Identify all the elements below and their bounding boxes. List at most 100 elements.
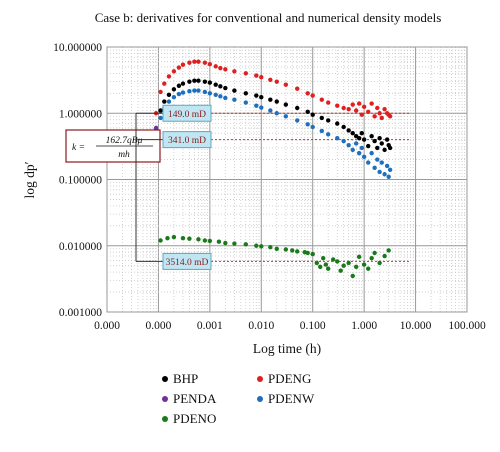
point-pdenw xyxy=(335,136,340,141)
point-pdenw xyxy=(218,94,223,99)
point-bhp xyxy=(346,128,351,133)
point-bhp xyxy=(171,87,177,92)
point-pdeno xyxy=(318,264,323,270)
reference-lines xyxy=(211,112,410,262)
point-pdenw xyxy=(192,88,197,93)
point-pdeno xyxy=(356,254,362,260)
point-bhp xyxy=(372,138,377,144)
point-pdeno xyxy=(323,262,329,267)
point-pdeng xyxy=(207,62,213,67)
point-pdeno xyxy=(314,260,319,266)
point-bhp xyxy=(295,105,300,111)
point-bhp xyxy=(359,130,364,136)
point-bhp xyxy=(319,115,324,121)
legend-label-pdeno: PDENO xyxy=(173,411,216,426)
point-pdeng xyxy=(375,105,380,111)
x-tick-label: 0.100 xyxy=(300,320,326,332)
point-bhp xyxy=(382,147,387,153)
point-pdenw xyxy=(283,114,289,119)
point-pdeno xyxy=(310,251,315,257)
point-bhp xyxy=(310,112,315,117)
point-pdeno xyxy=(290,248,295,253)
point-bhp xyxy=(356,136,362,141)
point-pdeng xyxy=(223,67,228,72)
point-bhp xyxy=(202,79,208,84)
point-pdeno xyxy=(202,238,208,243)
point-pdenw xyxy=(375,157,380,162)
point-pdeng xyxy=(382,107,387,112)
annotation-box xyxy=(162,104,212,122)
point-pdenw xyxy=(166,99,172,104)
point-pdeng xyxy=(180,62,186,67)
point-pdenw xyxy=(187,89,192,94)
point-pdeno xyxy=(207,238,213,244)
point-pdeng xyxy=(361,104,367,110)
point-pdeno xyxy=(165,236,170,241)
point-pdenw xyxy=(158,115,163,121)
point-bhp xyxy=(387,145,393,151)
point-pdeng xyxy=(366,109,371,115)
legend-label-pdeng: PDENG xyxy=(268,371,311,386)
y-tick-labels: 10.000000 1.000000 0.100000 0.010000 0.00100… xyxy=(53,42,102,319)
point-bhp xyxy=(207,80,213,85)
point-pdenw xyxy=(223,95,228,101)
y-tick-label: 0.100000 xyxy=(59,175,102,187)
point-pdeno xyxy=(361,262,367,267)
point-pdeno xyxy=(259,244,264,249)
point-pdeno xyxy=(350,273,355,279)
point-pdeng xyxy=(268,77,273,82)
point-pdeno xyxy=(335,259,340,264)
point-pdeng xyxy=(359,112,364,117)
point-pdeno xyxy=(377,260,382,266)
point-bhp xyxy=(335,121,340,126)
point-pdeng xyxy=(158,89,163,95)
point-bhp xyxy=(162,99,167,104)
point-pdenw xyxy=(384,163,390,169)
point-bhp xyxy=(176,83,182,88)
point-pdeng xyxy=(213,64,218,69)
legend-marker-bhp xyxy=(162,376,168,382)
permeability-annotations: 149.0 mD 341.0 mD 3514.0 mD xyxy=(135,104,212,270)
x-tick-label: 0.000 xyxy=(145,320,171,332)
formula-denominator: mh xyxy=(118,150,130,160)
point-pdeno xyxy=(243,242,249,247)
point-pdenw xyxy=(382,172,387,177)
point-pdeno xyxy=(171,234,177,240)
legend-label-bhp: BHP xyxy=(173,371,198,386)
legend-marker-pdeng xyxy=(257,376,263,382)
point-pdenw xyxy=(259,105,264,110)
point-pdenw xyxy=(387,167,393,173)
x-tick-labels: 0.000 0.000 0.001 0.010 0.100 1.000 10.000 100.… xyxy=(94,320,486,332)
point-bhp xyxy=(259,94,264,100)
x-tick-label: 1.000 xyxy=(351,320,377,332)
point-pdeng xyxy=(350,102,355,107)
point-pdeno xyxy=(196,237,201,242)
point-pdenw xyxy=(379,160,384,165)
point-pdeng xyxy=(387,114,393,119)
point-pdeng xyxy=(187,60,192,65)
point-pdenw xyxy=(341,138,346,144)
point-pdenw xyxy=(176,91,182,97)
formula-numerator: 162.7qBμ xyxy=(106,136,143,146)
point-pdeno xyxy=(216,239,222,244)
point-pdenw xyxy=(295,118,300,123)
point-bhp xyxy=(223,85,228,91)
point-pdeno xyxy=(366,266,371,271)
point-pdeno xyxy=(274,246,279,251)
point-pdenw xyxy=(366,160,371,165)
point-pdeno xyxy=(330,257,336,262)
point-pdenw xyxy=(268,108,273,113)
point-bhp xyxy=(375,145,380,151)
point-pdeng xyxy=(325,100,331,105)
point-pdeno xyxy=(283,247,289,252)
point-bhp xyxy=(218,84,223,89)
x-tick-label: 0.000 xyxy=(94,320,120,332)
point-pdenw xyxy=(377,169,382,175)
point-bhp xyxy=(268,97,273,102)
point-pdeng xyxy=(341,105,346,111)
point-pdenw xyxy=(171,94,177,100)
point-bhp xyxy=(384,137,390,142)
point-pdeno xyxy=(338,268,343,273)
point-bhp xyxy=(377,136,382,141)
point-pdenw xyxy=(356,150,362,156)
